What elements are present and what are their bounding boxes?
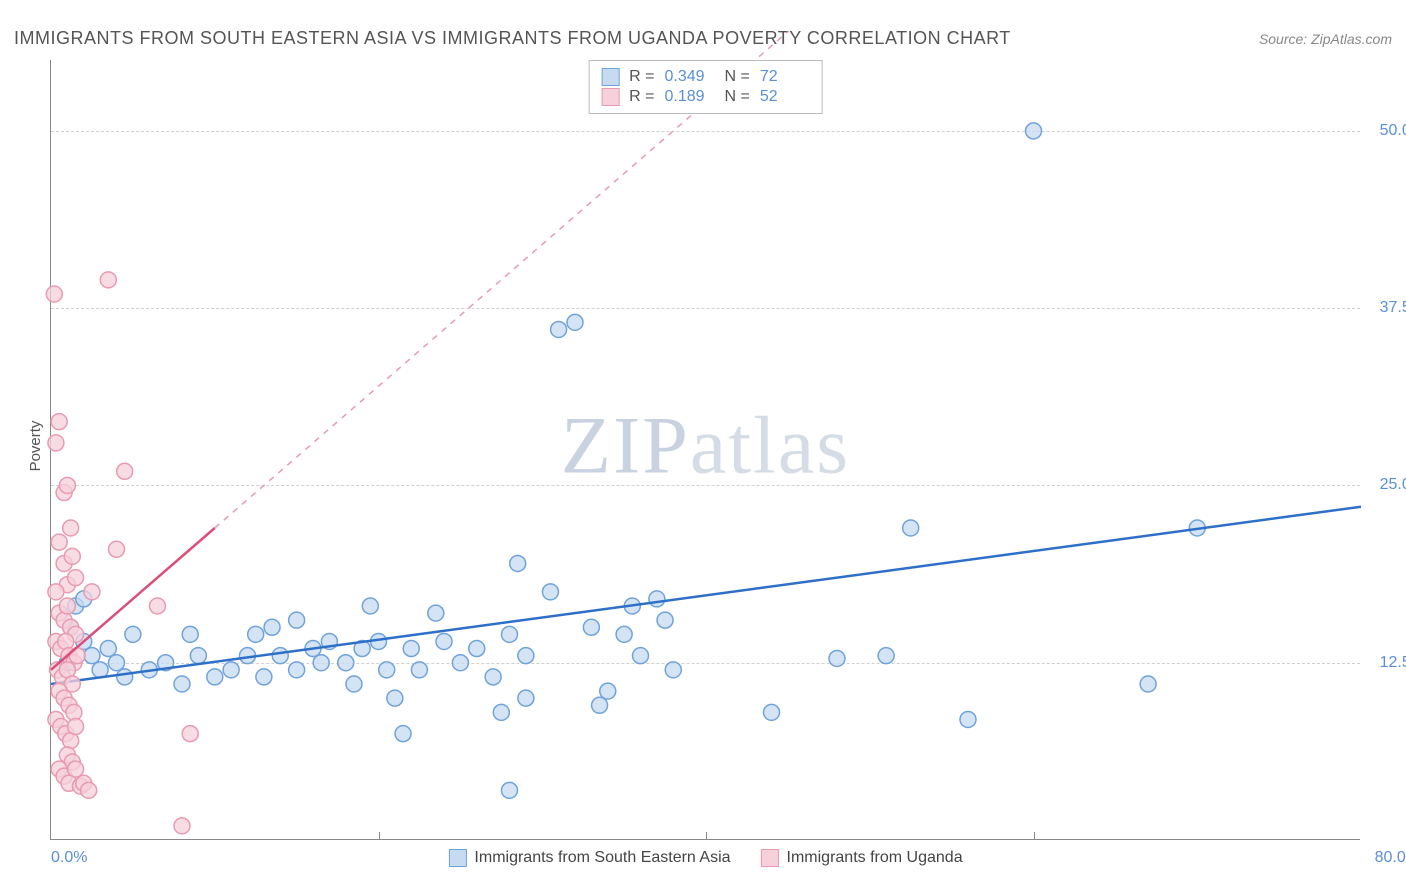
chart-title: IMMIGRANTS FROM SOUTH EASTERN ASIA VS IM…	[14, 28, 1011, 49]
source-label: Source: ZipAtlas.com	[1259, 31, 1392, 47]
y-axis-label: Poverty	[27, 421, 44, 472]
y-tick-label: 25.0%	[1380, 476, 1406, 494]
x-tick-max: 80.0%	[1375, 849, 1406, 867]
legend-stats-row-1: R = 0.349 N = 72	[601, 68, 810, 86]
series-2-name: Immigrants from Uganda	[787, 849, 963, 867]
r-label: R =	[629, 88, 654, 106]
r-label: R =	[629, 68, 654, 86]
y-tick-label: 12.5%	[1380, 654, 1406, 672]
swatch-series-1	[601, 68, 619, 86]
title-bar: IMMIGRANTS FROM SOUTH EASTERN ASIA VS IM…	[14, 28, 1392, 49]
swatch-series-2	[761, 849, 779, 867]
swatch-series-1	[448, 849, 466, 867]
r-value-1: 0.349	[665, 68, 715, 86]
y-tick-label: 37.5%	[1380, 299, 1406, 317]
n-label: N =	[725, 68, 750, 86]
legend-item-1: Immigrants from South Eastern Asia	[448, 849, 730, 867]
legend-stats-row-2: R = 0.189 N = 52	[601, 88, 810, 106]
y-tick-label: 50.0%	[1380, 122, 1406, 140]
n-value-2: 52	[760, 88, 810, 106]
legend-item-2: Immigrants from Uganda	[761, 849, 963, 867]
x-tick-min: 0.0%	[51, 849, 87, 867]
n-label: N =	[725, 88, 750, 106]
scatter-chart	[51, 60, 1360, 839]
legend-series: Immigrants from South Eastern Asia Immig…	[448, 849, 962, 867]
swatch-series-2	[601, 88, 619, 106]
series-1-name: Immigrants from South Eastern Asia	[474, 849, 730, 867]
plot-area: ZIPatlas R = 0.349 N = 72 R = 0.189 N = …	[50, 60, 1360, 840]
n-value-1: 72	[760, 68, 810, 86]
legend-stats: R = 0.349 N = 72 R = 0.189 N = 52	[588, 60, 823, 114]
r-value-2: 0.189	[665, 88, 715, 106]
